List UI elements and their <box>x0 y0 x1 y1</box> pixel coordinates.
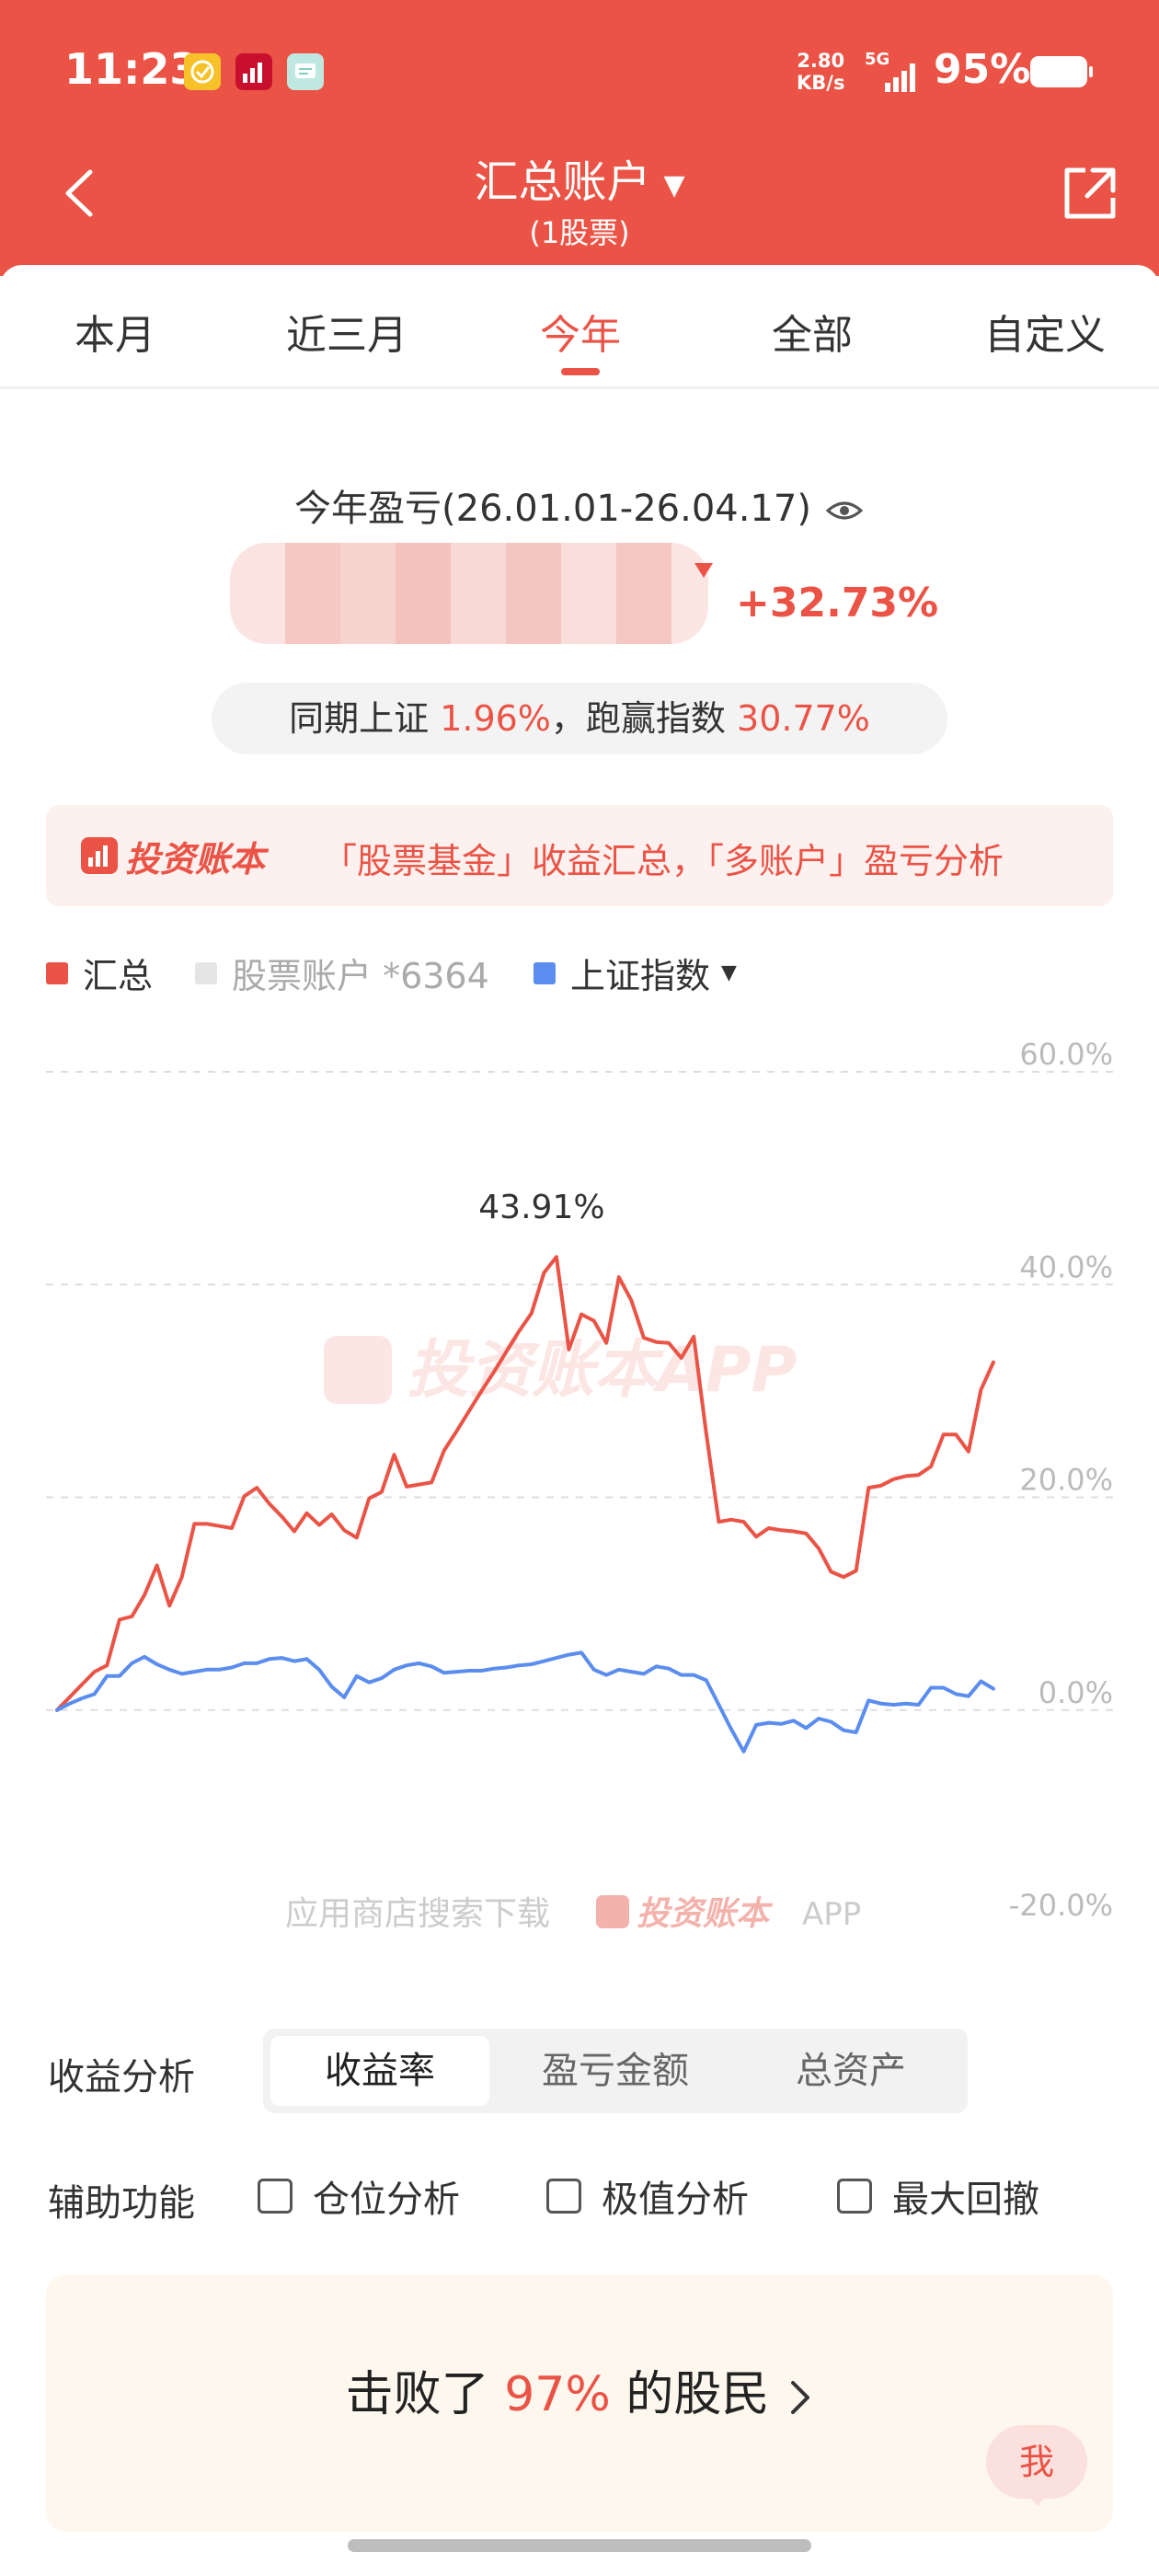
legend-total-label: 汇总 <box>83 956 154 996</box>
peak-label: 43.91% <box>478 1189 604 1226</box>
y-tick-label: 60.0% <box>1019 1037 1113 1072</box>
notification-chat-icon <box>287 53 324 90</box>
tab-custom[interactable]: 自定义 <box>984 312 1106 359</box>
compare-prefix: 同期上证 <box>289 698 430 739</box>
caret-down-icon: ▼ <box>663 168 685 201</box>
beat-percentage: 97% <box>504 2367 611 2422</box>
period-label: 今年盈亏(26.01.01-26.04.17) <box>294 488 811 530</box>
notification-app-icon <box>184 53 221 90</box>
status-time: 11:23 <box>64 44 200 94</box>
y-tick-label: 20.0% <box>1019 1463 1113 1498</box>
active-tab-indicator <box>561 368 600 375</box>
chevron-right-icon <box>791 2381 810 2414</box>
network-type: 5G <box>865 50 890 69</box>
beat-suffix: 的股民 <box>625 2367 770 2422</box>
index-comparison: 同期上证 1.96%，跑赢指数 30.77% <box>212 683 947 754</box>
beat-investors-card[interactable]: 击败了 97% 的股民 <box>46 2274 1113 2532</box>
tab-this-month[interactable]: 本月 <box>75 312 155 359</box>
me-button[interactable]: 我 <box>986 2425 1087 2499</box>
promo-text: 「股票基金」收益汇总，「多账户」盈亏分析 <box>322 841 1004 881</box>
checkbox-position-analysis[interactable]: 仓位分析 <box>258 2173 460 2221</box>
me-button-tail <box>1028 2495 1047 2506</box>
legend-total-swatch <box>46 961 68 984</box>
legend-index-swatch <box>534 961 556 984</box>
excess-return: 30.77% <box>737 698 870 739</box>
seg-return-rate[interactable]: 收益率 <box>270 2036 489 2106</box>
eye-icon[interactable] <box>824 494 865 527</box>
brand-logo: 投资账本 <box>81 833 266 880</box>
blur-corner-marker <box>694 563 713 578</box>
signal-icon <box>885 63 915 92</box>
checkbox-max-drawdown[interactable]: 最大回撤 <box>837 2173 1039 2221</box>
tab-this-year[interactable]: 今年 <box>540 312 621 359</box>
series-line-total <box>55 1255 995 1712</box>
legend-total[interactable]: 汇总 <box>46 948 153 998</box>
header: 11:23 2.80 KB/s 5G 95% <box>0 0 1159 276</box>
analysis-segmented-control: 收益率 盈亏金额 总资产 <box>263 2029 968 2113</box>
period-tabs: 本月 近三月 今年 全部 自定义 <box>0 265 1159 389</box>
return-percentage: +32.73% <box>736 580 939 627</box>
watermark-text: 投资账本APP <box>407 1334 797 1407</box>
share-icon[interactable] <box>1058 161 1122 225</box>
beat-text: 击败了 97% 的股民 <box>46 2355 1113 2424</box>
y-tick-label: -20.0% <box>1009 1888 1113 1923</box>
ledger-logo-icon <box>81 837 118 874</box>
chart-footer-suffix: APP <box>802 1896 861 1932</box>
tab-all[interactable]: 全部 <box>772 312 853 359</box>
caret-down-icon: ▼ <box>721 961 737 984</box>
tab-last-three-months[interactable]: 近三月 <box>286 312 407 359</box>
y-tick-label: 0.0% <box>1039 1675 1113 1710</box>
battery-level: 95% <box>934 46 1031 93</box>
footer-logo-icon <box>596 1895 629 1928</box>
checkbox-icon <box>837 2179 872 2214</box>
net-speed: 2.80 KB/s <box>797 50 844 94</box>
legend-stock-account[interactable]: 股票账户 *6364 <box>195 948 489 998</box>
series-line-index <box>55 1650 995 1754</box>
checkbox-extreme-label: 极值分析 <box>602 2179 749 2221</box>
net-speed-unit: KB/s <box>797 72 845 94</box>
nav-title: 汇总账户 <box>474 156 651 208</box>
seg-profit-amount[interactable]: 盈亏金额 <box>542 2050 689 2092</box>
checkbox-position-label: 仓位分析 <box>313 2179 460 2221</box>
compare-mid: ，跑赢指数 <box>550 698 726 739</box>
nav-subtitle: (1股票) <box>529 215 630 250</box>
home-indicator[interactable] <box>348 2539 811 2552</box>
legend-index[interactable]: 上证指数 ▼ <box>534 948 737 998</box>
y-tick-label: 40.0% <box>1019 1249 1113 1284</box>
checkbox-extreme-analysis[interactable]: 极值分析 <box>546 2173 749 2221</box>
aux-label: 辅助功能 <box>48 2182 195 2225</box>
legend-stock-label: 股票账户 *6364 <box>232 956 489 996</box>
chart-footer-brand: 投资账本 <box>637 1895 774 1932</box>
checkbox-icon <box>258 2179 293 2214</box>
checkbox-drawdown-label: 最大回撤 <box>892 2179 1039 2221</box>
checkbox-icon <box>546 2179 581 2214</box>
notification-ledger-icon <box>235 53 272 90</box>
net-speed-value: 2.80 <box>797 50 845 72</box>
seg-total-assets[interactable]: 总资产 <box>796 2050 906 2092</box>
promo-banner[interactable]: 投资账本 「股票基金」收益汇总，「多账户」盈亏分析 <box>46 805 1113 906</box>
beat-prefix: 击败了 <box>345 2367 489 2422</box>
period-summary: 今年盈亏(26.01.01-26.04.17) <box>0 478 1159 532</box>
watermark-logo-icon <box>324 1336 392 1404</box>
battery-icon <box>1030 56 1093 87</box>
chart-footer-text: 应用商店搜索下载 <box>285 1895 550 1932</box>
status-bar: 11:23 2.80 KB/s 5G 95% <box>0 0 1159 138</box>
back-icon[interactable] <box>55 161 110 225</box>
legend-stock-swatch <box>195 961 217 984</box>
legend-index-label: 上证指数 <box>570 956 711 996</box>
account-selector[interactable]: 汇总账户 ▼ <box>0 145 1159 210</box>
profit-amount-blurred <box>230 543 708 644</box>
return-chart[interactable]: 投资账本APP60.0%40.0%20.0%0.0%-20.0%01-0102-… <box>0 1012 1159 1932</box>
brand-name: 投资账本 <box>125 838 266 880</box>
chart-watermark: 投资账本APP <box>324 1334 797 1407</box>
analysis-label: 收益分析 <box>48 2056 195 2099</box>
index-return: 1.96% <box>440 698 551 739</box>
